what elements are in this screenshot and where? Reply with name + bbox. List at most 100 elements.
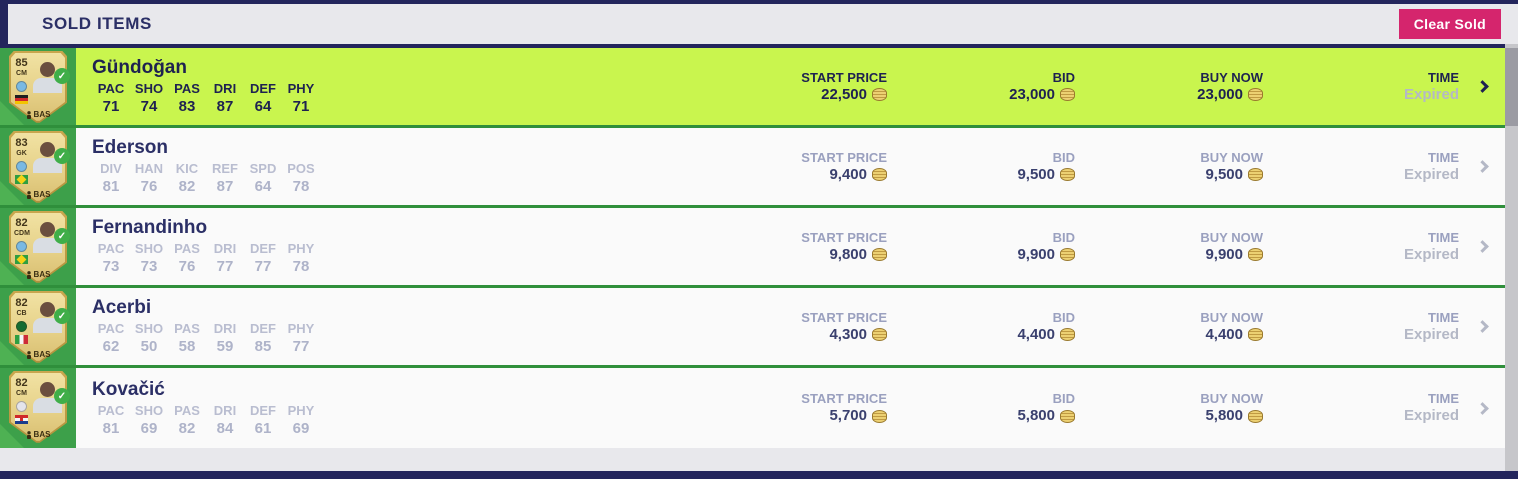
clear-sold-button[interactable]: Clear Sold xyxy=(1398,9,1501,39)
bid-value: 9,900 xyxy=(887,246,1075,264)
chem-style-icon xyxy=(26,350,31,359)
start-price-amount: 5,700 xyxy=(829,407,867,424)
stat: PAS 82 xyxy=(168,402,206,438)
card-position: CM xyxy=(16,390,27,397)
buy-now-column: BUY NOW 5,800 xyxy=(1075,391,1263,425)
player-name: Acerbi xyxy=(92,297,152,318)
start-price-label: START PRICE xyxy=(801,391,887,406)
chem-style-label: BAS xyxy=(33,110,51,119)
buy-now-value: 9,500 xyxy=(1075,166,1263,184)
stat-label: PHY xyxy=(287,81,315,96)
stat-label: DEF xyxy=(250,241,276,256)
scrollbar-track[interactable] xyxy=(1505,44,1518,479)
player-card[interactable]: 83 GK ✓ BAS xyxy=(9,131,70,205)
coin-icon xyxy=(1248,409,1263,423)
player-card[interactable]: 82 CB ✓ BAS xyxy=(9,291,70,365)
stat: DEF 64 xyxy=(244,80,282,116)
stat-label: DIV xyxy=(100,161,122,176)
stat-label: SHO xyxy=(134,321,164,336)
row-open-control[interactable] xyxy=(1459,160,1505,173)
player-photo xyxy=(31,380,64,422)
bid-label: BID xyxy=(1052,149,1075,165)
stat-label: DRI xyxy=(213,321,237,336)
stat: SHO 50 xyxy=(130,320,168,356)
player-card-zone: 85 CM ✓ BAS xyxy=(0,48,76,125)
row-open-control[interactable] xyxy=(1459,320,1505,333)
stat-label: DEF xyxy=(250,81,276,96)
bid-amount: 4,400 xyxy=(1017,325,1055,343)
row-open-control[interactable] xyxy=(1459,240,1505,253)
player-photo-head xyxy=(40,62,55,77)
player-card[interactable]: 82 CDM ✓ BAS xyxy=(9,211,70,285)
player-photo xyxy=(31,140,64,182)
sold-item-row[interactable]: 83 GK ✓ BAS xyxy=(0,128,1505,208)
stat-label: DRI xyxy=(213,402,237,418)
player-card[interactable]: 82 CM ✓ BAS xyxy=(9,371,70,445)
buy-now-label: BUY NOW xyxy=(1200,229,1263,245)
start-price-amount: 9,400 xyxy=(829,165,867,183)
stat-value: 50 xyxy=(140,338,158,355)
stat-label: KIC xyxy=(175,161,199,176)
stat-label: PAS xyxy=(174,402,200,418)
chem-style-icon xyxy=(26,110,31,119)
card-left-column: 85 CM xyxy=(14,58,29,104)
stat-label: PHY xyxy=(287,402,315,418)
start-price-column: START PRICE 9,800 xyxy=(699,230,887,264)
bid-column: BID 4,400 xyxy=(887,310,1075,344)
player-card[interactable]: 85 CM ✓ BAS xyxy=(9,51,70,125)
start-price-amount: 22,500 xyxy=(821,85,867,103)
stat-value: 71 xyxy=(102,98,120,115)
player-card-zone: 82 CB ✓ BAS xyxy=(0,288,76,365)
stat-value: 73 xyxy=(102,258,120,275)
buy-now-label: BUY NOW xyxy=(1200,149,1263,165)
start-price-value: 9,400 xyxy=(699,166,887,184)
sold-item-row[interactable]: 85 CM ✓ BAS xyxy=(0,48,1505,128)
sold-item-row[interactable]: 82 CB ✓ BAS xyxy=(0,288,1505,368)
bid-value: 9,500 xyxy=(887,166,1075,184)
flag-emblem-shape xyxy=(20,417,23,421)
player-photo-torso xyxy=(33,318,62,333)
coin-icon xyxy=(872,168,887,181)
buy-now-label: BUY NOW xyxy=(1200,309,1263,325)
stat: PHY 77 xyxy=(282,320,320,356)
chem-style-row: BAS xyxy=(9,110,67,119)
time-value: Expired xyxy=(1403,165,1459,183)
bottom-border xyxy=(0,471,1518,479)
card-left-column: 82 CB xyxy=(14,298,29,344)
buy-now-amount: 23,000 xyxy=(1197,85,1243,103)
time-value: Expired xyxy=(1403,245,1459,263)
player-info: Acerbi PAC 62 SHO 50 PAS 58 DRI 59 DEF 8… xyxy=(92,297,699,356)
player-name: Fernandinho xyxy=(92,217,208,238)
stat: DRI 87 xyxy=(206,80,244,116)
start-price-value: 5,700 xyxy=(699,407,887,425)
row-open-control[interactable] xyxy=(1459,80,1505,93)
sold-item-row[interactable]: 82 CM ✓ BAS xyxy=(0,368,1505,448)
player-photo-torso xyxy=(33,398,62,413)
bid-amount: 23,000 xyxy=(1009,85,1055,103)
stat: POS 78 xyxy=(282,160,320,196)
sold-item-row[interactable]: 82 CDM ✓ BAS xyxy=(0,208,1505,288)
chem-style-icon xyxy=(26,430,31,439)
chevron-right-icon xyxy=(1475,80,1489,93)
start-price-amount: 4,300 xyxy=(829,325,867,343)
stat-label: REF xyxy=(212,161,238,176)
chevron-right-icon xyxy=(1475,160,1489,173)
row-open-control[interactable] xyxy=(1459,401,1505,415)
stat: DEF 61 xyxy=(244,402,282,438)
time-label: TIME xyxy=(1427,229,1459,245)
bid-value: 5,800 xyxy=(887,407,1075,425)
player-card-zone: 83 GK ✓ BAS xyxy=(0,128,76,205)
card-rating: 85 xyxy=(15,57,28,69)
coin-icon xyxy=(1060,248,1075,261)
time-value: Expired xyxy=(1403,407,1459,424)
scrollbar-thumb[interactable] xyxy=(1505,48,1518,126)
stat-value: 74 xyxy=(140,98,158,115)
bid-amount: 9,900 xyxy=(1017,245,1055,263)
stat-value: 73 xyxy=(140,258,158,275)
coin-icon xyxy=(1248,88,1263,101)
card-left-column: 83 GK xyxy=(14,138,29,184)
player-photo-torso xyxy=(33,158,62,173)
stat: DIV 81 xyxy=(92,160,130,196)
nation-flag-icon xyxy=(15,335,28,344)
buy-now-label: BUY NOW xyxy=(1200,391,1263,406)
